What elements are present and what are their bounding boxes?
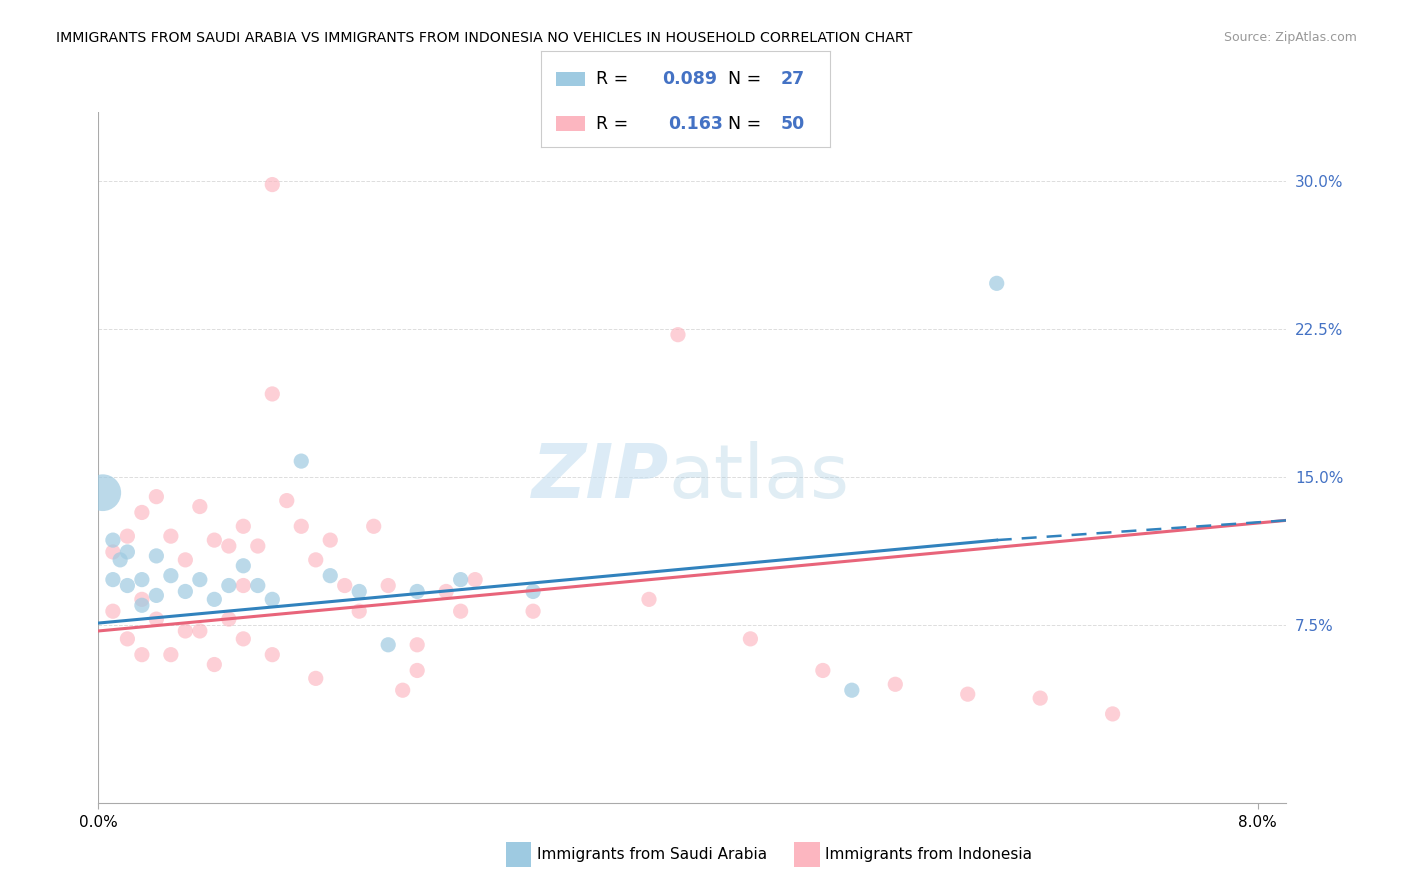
Point xyxy=(262,648,284,662)
Text: N =: N = xyxy=(717,70,766,88)
Point xyxy=(174,553,197,567)
Point xyxy=(91,485,114,500)
Point xyxy=(145,490,167,504)
Point xyxy=(101,533,124,548)
Point xyxy=(363,519,385,533)
Point xyxy=(145,549,167,563)
Point xyxy=(117,578,139,592)
Text: 0.089: 0.089 xyxy=(662,70,717,88)
Point xyxy=(101,604,124,618)
Point xyxy=(101,573,124,587)
Point xyxy=(262,592,284,607)
Point xyxy=(160,648,183,662)
Point xyxy=(174,584,197,599)
Text: ZIP: ZIP xyxy=(531,442,669,515)
Point xyxy=(232,578,254,592)
Point xyxy=(305,672,328,686)
Point xyxy=(956,687,979,701)
Point xyxy=(290,454,312,468)
Point xyxy=(347,584,370,599)
Point xyxy=(1101,706,1123,721)
Point xyxy=(145,612,167,626)
Bar xyxy=(555,72,585,87)
Point xyxy=(218,578,240,592)
Point xyxy=(131,592,153,607)
Point xyxy=(450,573,472,587)
Text: 0.163: 0.163 xyxy=(668,114,723,133)
Point xyxy=(290,519,312,533)
Point xyxy=(131,648,153,662)
Text: Immigrants from Indonesia: Immigrants from Indonesia xyxy=(825,847,1032,862)
Text: 50: 50 xyxy=(780,114,804,133)
Point xyxy=(218,612,240,626)
Point xyxy=(464,573,486,587)
Point xyxy=(202,592,225,607)
Text: R =: R = xyxy=(596,70,634,88)
Point xyxy=(1029,691,1052,706)
Point xyxy=(232,519,254,533)
Point xyxy=(202,533,225,548)
Point xyxy=(188,573,211,587)
Point xyxy=(101,545,124,559)
Point xyxy=(333,578,356,592)
Point xyxy=(131,573,153,587)
Point xyxy=(246,539,269,553)
Text: N =: N = xyxy=(717,114,766,133)
Point xyxy=(188,624,211,638)
Text: 27: 27 xyxy=(780,70,804,88)
Point xyxy=(391,683,413,698)
Point xyxy=(160,568,183,582)
Point xyxy=(740,632,762,646)
Point xyxy=(202,657,225,672)
Point xyxy=(174,624,197,638)
Point xyxy=(117,632,139,646)
Point xyxy=(145,589,167,603)
Point xyxy=(377,638,399,652)
Point xyxy=(450,604,472,618)
Point xyxy=(841,683,863,698)
Point xyxy=(406,664,429,678)
Point xyxy=(262,178,284,192)
Text: IMMIGRANTS FROM SAUDI ARABIA VS IMMIGRANTS FROM INDONESIA NO VEHICLES IN HOUSEHO: IMMIGRANTS FROM SAUDI ARABIA VS IMMIGRAN… xyxy=(56,31,912,45)
Point xyxy=(188,500,211,514)
Point xyxy=(377,578,399,592)
Text: R =: R = xyxy=(596,114,640,133)
Point xyxy=(811,664,834,678)
Text: Immigrants from Saudi Arabia: Immigrants from Saudi Arabia xyxy=(537,847,768,862)
Point xyxy=(262,387,284,401)
Point xyxy=(117,545,139,559)
Point xyxy=(522,604,544,618)
Point xyxy=(232,632,254,646)
Point xyxy=(986,277,1008,291)
Point xyxy=(108,553,131,567)
Point xyxy=(117,529,139,543)
Point xyxy=(131,505,153,519)
Text: Source: ZipAtlas.com: Source: ZipAtlas.com xyxy=(1223,31,1357,45)
Point xyxy=(232,558,254,573)
Point xyxy=(218,539,240,553)
Text: atlas: atlas xyxy=(669,442,849,515)
Point xyxy=(131,599,153,613)
Point xyxy=(319,533,342,548)
Point xyxy=(347,604,370,618)
Point xyxy=(406,584,429,599)
Point xyxy=(434,584,457,599)
Point xyxy=(160,529,183,543)
Point xyxy=(276,493,298,508)
Point xyxy=(246,578,269,592)
Point xyxy=(522,584,544,599)
Point xyxy=(319,568,342,582)
Point xyxy=(666,327,689,342)
Point xyxy=(638,592,661,607)
Point xyxy=(406,638,429,652)
Point xyxy=(305,553,328,567)
Bar xyxy=(555,116,585,131)
Point xyxy=(884,677,907,691)
